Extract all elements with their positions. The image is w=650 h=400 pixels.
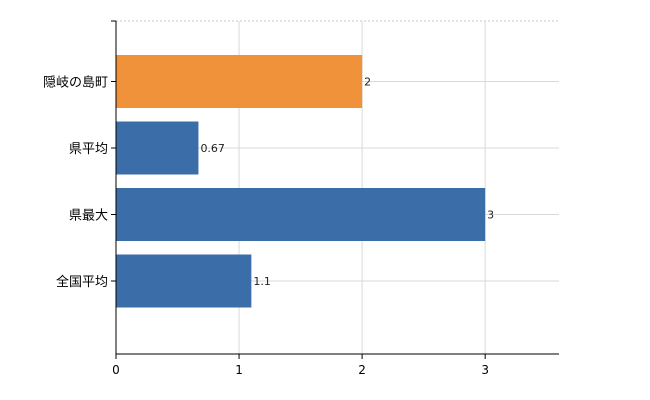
data-label-3: 1.1 <box>253 275 271 288</box>
category-label-1: 県平均 <box>69 142 108 157</box>
x-tick-label-3: 3 <box>481 363 489 377</box>
x-tick-label-1: 1 <box>235 363 243 377</box>
axes <box>111 20 559 359</box>
bar-0 <box>116 55 363 108</box>
x-tick-label-2: 2 <box>358 363 366 377</box>
bar-2 <box>116 188 486 241</box>
category-label-2: 県最大 <box>69 209 108 224</box>
bar-1 <box>116 121 199 175</box>
x-tick-label-0: 0 <box>112 363 120 377</box>
bars <box>116 55 486 308</box>
data-label-2: 3 <box>487 209 494 222</box>
data-label-1: 0.67 <box>200 142 225 155</box>
data-label-0: 2 <box>364 76 371 89</box>
bar-3 <box>116 254 252 308</box>
category-label-0: 隠岐の島町 <box>43 76 108 91</box>
category-label-3: 全国平均 <box>56 274 108 290</box>
